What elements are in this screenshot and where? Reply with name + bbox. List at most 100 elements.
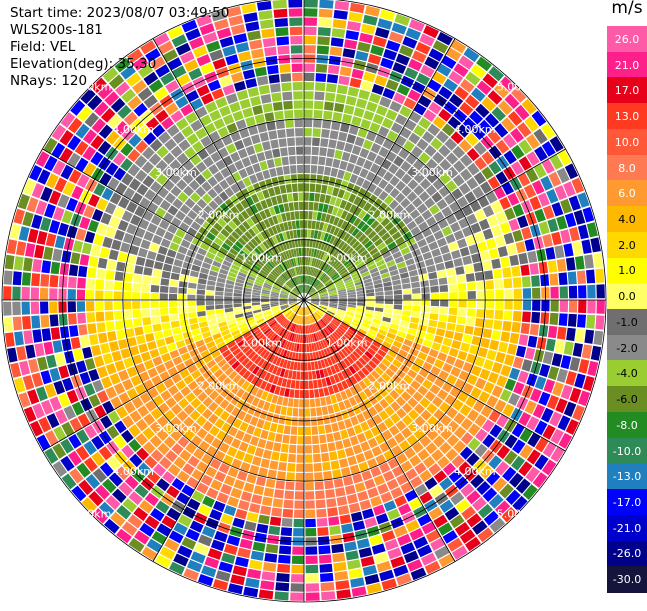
velocity-gate — [202, 420, 214, 432]
velocity-gate — [70, 337, 81, 350]
velocity-gate — [346, 235, 354, 244]
velocity-gate — [421, 521, 436, 535]
velocity-gate — [102, 478, 117, 494]
velocity-gate — [263, 218, 271, 228]
velocity-gate — [295, 257, 299, 266]
velocity-gate — [389, 323, 399, 330]
velocity-gate — [181, 537, 197, 550]
velocity-gate — [359, 249, 369, 258]
velocity-gate — [408, 132, 421, 145]
velocity-gate — [550, 300, 559, 312]
velocity-gate — [258, 180, 267, 190]
velocity-gate — [106, 456, 121, 471]
velocity-gate — [333, 363, 341, 373]
velocity-gate — [292, 258, 297, 267]
velocity-gate — [233, 306, 243, 311]
velocity-gate — [314, 312, 321, 319]
velocity-gate — [274, 385, 281, 395]
velocity-gate — [120, 142, 134, 157]
velocity-gate — [374, 336, 384, 344]
velocity-gate — [203, 205, 214, 215]
velocity-gate — [224, 288, 234, 293]
velocity-gate — [338, 293, 347, 297]
velocity-gate — [305, 285, 308, 293]
velocity-gate — [131, 192, 143, 205]
velocity-gate — [349, 204, 358, 214]
velocity-gate — [516, 345, 527, 358]
velocity-gate — [352, 319, 362, 325]
velocity-gate — [326, 234, 333, 243]
velocity-gate — [349, 77, 362, 88]
velocity-gate — [262, 326, 270, 333]
velocity-gate — [336, 312, 345, 318]
velocity-gate — [262, 169, 271, 180]
velocity-gate — [383, 286, 393, 291]
velocity-gate — [12, 316, 22, 331]
velocity-gate — [310, 174, 317, 183]
velocity-gate — [485, 113, 500, 128]
velocity-gate — [364, 5, 381, 17]
velocity-gate — [200, 267, 210, 275]
velocity-gate — [300, 238, 304, 247]
velocity-gate — [322, 339, 328, 348]
velocity-gate — [189, 243, 199, 253]
velocity-gate — [258, 84, 270, 95]
velocity-gate — [234, 310, 243, 315]
velocity-gate — [282, 91, 293, 101]
velocity-gate — [296, 276, 300, 285]
velocity-gate — [198, 504, 212, 516]
velocity-gate — [408, 58, 423, 72]
velocity-gate — [304, 100, 314, 109]
velocity-gate — [480, 337, 491, 349]
velocity-gate — [293, 201, 299, 211]
velocity-gate — [344, 447, 355, 457]
velocity-gate — [132, 309, 142, 318]
velocity-gate — [541, 459, 557, 476]
velocity-gate — [111, 239, 122, 251]
velocity-gate — [367, 373, 376, 384]
velocity-gate — [127, 149, 141, 163]
velocity-gate — [476, 290, 486, 299]
velocity-gate — [318, 425, 326, 435]
velocity-gate — [328, 256, 335, 265]
velocity-gate — [109, 216, 121, 229]
velocity-gate — [96, 198, 109, 211]
velocity-gate — [187, 300, 196, 307]
velocity-gate — [291, 267, 296, 276]
velocity-gate — [384, 354, 395, 363]
velocity-gate — [334, 278, 343, 284]
velocity-gate — [330, 322, 338, 329]
velocity-gate — [346, 182, 355, 193]
velocity-gate — [353, 316, 363, 322]
velocity-gate — [61, 210, 74, 224]
velocity-gate — [279, 387, 286, 397]
velocity-gate — [349, 375, 358, 385]
velocity-gate — [101, 187, 114, 201]
velocity-gate — [282, 287, 290, 293]
velocity-gate — [132, 301, 141, 309]
velocity-gate — [285, 184, 292, 193]
colorbar-segment — [607, 231, 647, 259]
velocity-gate — [496, 375, 508, 388]
velocity-gate — [322, 119, 332, 129]
velocity-gate — [305, 555, 318, 564]
range-ring-label: 3.00km — [155, 166, 197, 179]
velocity-gate — [199, 23, 215, 36]
velocity-gate — [263, 311, 272, 316]
velocity-gate — [538, 221, 550, 235]
velocity-gate — [192, 141, 204, 153]
velocity-gate — [95, 301, 104, 311]
velocity-gate — [190, 323, 200, 331]
velocity-gate — [304, 155, 311, 164]
velocity-gate — [116, 261, 126, 272]
velocity-gate — [379, 246, 389, 255]
velocity-gate — [399, 127, 412, 139]
velocity-gate — [315, 249, 320, 258]
velocity-gate — [377, 376, 387, 387]
velocity-gate — [80, 88, 96, 105]
velocity-gate — [206, 216, 216, 226]
colorbar-tick-label: 17.0 — [614, 84, 640, 98]
velocity-gate — [278, 415, 286, 425]
velocity-gate — [304, 390, 310, 399]
velocity-gate — [421, 293, 430, 300]
